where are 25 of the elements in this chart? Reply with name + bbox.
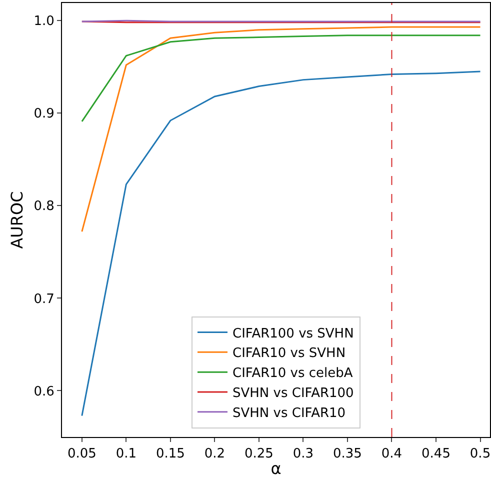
x-tick-label: 0.35 <box>333 446 362 462</box>
x-tick-label: 0.4 <box>381 446 402 462</box>
x-tick-label: 0.3 <box>292 446 314 462</box>
x-tick-label: 0.05 <box>67 446 96 462</box>
line-series <box>81 70 482 416</box>
legend-label: SVHN vs CIFAR100 <box>232 386 354 402</box>
y-tick-label: 0.9 <box>34 106 54 122</box>
x-tick-label: 0.5 <box>470 446 491 462</box>
legend-label: CIFAR10 vs celebA <box>232 366 353 382</box>
y-axis-title: AUROC <box>8 191 27 249</box>
y-tick-label: 0.7 <box>34 292 54 307</box>
y-tick-label: 0.6 <box>34 384 54 400</box>
x-tick-label: 0.25 <box>244 446 274 462</box>
x-tick-label: 0.2 <box>204 446 226 462</box>
x-tick-label: 0.1 <box>116 446 137 462</box>
x-tick-label: 0.15 <box>156 446 185 462</box>
y-tick-label: 0.8 <box>34 199 54 214</box>
line-series <box>81 34 482 122</box>
legend-label: SVHN vs CIFAR10 <box>232 406 346 421</box>
x-axis-title: α <box>270 459 282 478</box>
legend-label: CIFAR10 vs SVHN <box>232 346 346 362</box>
line-series <box>81 26 482 232</box>
x-tick-label: 0.45 <box>422 446 450 462</box>
legend-label: CIFAR100 vs SVHN <box>232 326 354 342</box>
y-tick-label: 1.0 <box>34 14 54 30</box>
